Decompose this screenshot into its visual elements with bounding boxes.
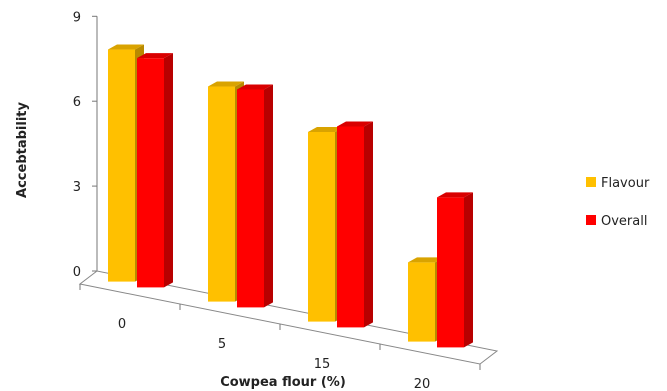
y-tick-label: 6 <box>73 95 81 110</box>
bar-front <box>208 86 235 302</box>
bars <box>108 44 473 348</box>
legend: Flavour Overall <box>586 176 650 229</box>
x-tick-label: 5 <box>218 337 226 352</box>
bar-front <box>108 49 135 282</box>
bar-top <box>137 53 173 59</box>
bar-top <box>408 257 444 263</box>
y-tick-label: 3 <box>73 180 81 195</box>
bar-front <box>137 58 164 288</box>
bar-front <box>408 262 435 342</box>
bar-top <box>108 44 144 50</box>
bar-side <box>464 192 473 348</box>
legend-label-flavour: Flavour <box>601 176 650 191</box>
bar-top <box>208 81 244 87</box>
x-axis-title: Cowpea flour (%) <box>220 375 346 390</box>
x-tick-label: 0 <box>118 317 126 332</box>
y-tick-label: 0 <box>73 265 81 280</box>
x-tick-label: 20 <box>414 377 431 391</box>
bar-top <box>308 126 344 132</box>
bar-top <box>437 192 473 198</box>
legend-label-overall: Overall <box>601 214 647 229</box>
bar-overall-0 <box>137 53 173 288</box>
labels: 0 3 6 9 0 5 15 20 Accebtability Cowpea flour (%) <box>15 10 430 391</box>
chart-floor <box>78 270 499 365</box>
bar-side <box>164 53 173 288</box>
y-axis-title: Accebtability <box>15 102 30 198</box>
legend-swatch-flavour <box>586 177 596 187</box>
bar-front <box>308 131 335 322</box>
bar-front <box>337 126 364 328</box>
legend-swatch-overall <box>586 215 596 225</box>
bar-top <box>337 121 373 127</box>
bar-side <box>264 84 273 308</box>
x-tick-label: 15 <box>314 357 331 372</box>
bar-overall-5 <box>237 84 273 308</box>
bar-top <box>237 84 273 90</box>
bar-side <box>364 121 373 328</box>
axes <box>78 15 499 370</box>
bar-front <box>437 197 464 348</box>
bar-overall-15 <box>337 121 373 328</box>
bar-front <box>237 89 264 308</box>
bar-overall-20 <box>437 192 473 348</box>
y-tick-label: 9 <box>73 10 81 25</box>
